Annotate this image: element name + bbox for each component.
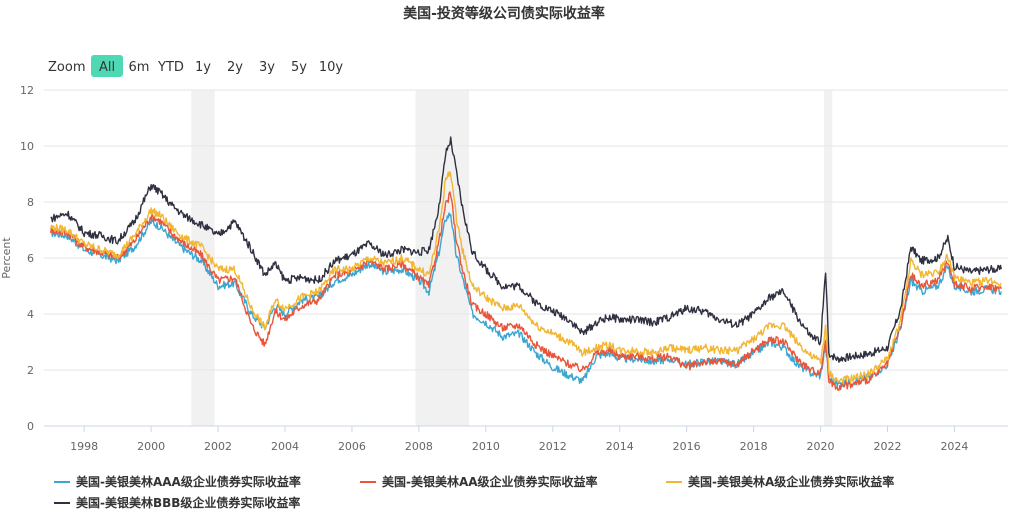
zoom-all-highlight <box>91 55 123 77</box>
x-tick-label: 2020 <box>807 440 835 453</box>
series-line-bbb <box>50 136 1002 363</box>
zoom-5y-button[interactable]: 5y <box>291 60 307 75</box>
y-tick-label: 4 <box>27 308 34 321</box>
x-tick-label: 2022 <box>874 440 902 453</box>
x-tick-label: 2010 <box>472 440 500 453</box>
legend-label-aaa: 美国-美银美林AAA级企业债券实际收益率 <box>76 474 301 489</box>
y-axis-label: Percent <box>0 237 13 279</box>
y-tick-label: 6 <box>27 252 34 265</box>
legend-label-bbb: 美国-美银美林BBB级企业债券实际收益率 <box>76 495 300 510</box>
zoom-10y-button[interactable]: 10y <box>319 60 344 75</box>
x-axis-ticks: 1998 2000 2002 2004 2006 2008 2010 2012 2014 2016… <box>70 426 968 453</box>
x-tick-label: 1998 <box>70 440 98 453</box>
zoom-1y-button[interactable]: 1y <box>195 60 211 75</box>
legend-label-aa: 美国-美银美林AA级企业债券实际收益率 <box>382 474 598 489</box>
legend-item-bbb[interactable]: 美国-美银美林BBB级企业债券实际收益率 <box>54 495 300 510</box>
x-tick-label: 2002 <box>204 440 232 453</box>
x-tick-label: 2016 <box>673 440 701 453</box>
range-selector: Zoom All 6m YTD 1y 2y 3y 5y 10y <box>48 55 343 77</box>
legend-label-a: 美国-美银美林A级企业债券实际收益率 <box>688 474 894 489</box>
zoom-3y-button[interactable]: 3y <box>259 60 275 75</box>
x-tick-label: 2018 <box>740 440 768 453</box>
x-tick-label: 2012 <box>539 440 567 453</box>
series-line-a <box>50 171 1002 385</box>
x-tick-label: 2008 <box>405 440 433 453</box>
zoom-ytd-button[interactable]: YTD <box>157 60 184 75</box>
chart-title: 美国-投资等级公司债实际收益率 <box>403 5 605 22</box>
legend: 美国-美银美林AAA级企业债券实际收益率 美国-美银美林AA级企业债券实际收益率… <box>54 474 894 510</box>
y-tick-label: 8 <box>27 196 34 209</box>
y-tick-label: 12 <box>20 84 34 97</box>
series-line-aa <box>50 191 1002 391</box>
legend-item-aaa[interactable]: 美国-美银美林AAA级企业债券实际收益率 <box>54 474 301 489</box>
y-tick-label: 10 <box>20 140 34 153</box>
x-tick-label: 2000 <box>137 440 165 453</box>
series-lines <box>50 136 1002 391</box>
y-axis-ticks: 0 2 4 6 8 10 12 <box>20 84 34 433</box>
zoom-label: Zoom <box>48 60 85 75</box>
legend-item-aa[interactable]: 美国-美银美林AA级企业债券实际收益率 <box>360 474 598 489</box>
zoom-all-button[interactable]: All <box>99 60 115 75</box>
x-tick-label: 2004 <box>271 440 299 453</box>
legend-item-a[interactable]: 美国-美银美林A级企业债券实际收益率 <box>666 474 894 489</box>
gridlines <box>44 89 1008 371</box>
x-tick-label: 2014 <box>606 440 634 453</box>
y-tick-label: 0 <box>27 420 34 433</box>
zoom-6m-button[interactable]: 6m <box>129 60 150 75</box>
x-tick-label: 2024 <box>940 440 968 453</box>
x-tick-label: 2006 <box>338 440 366 453</box>
y-tick-label: 2 <box>27 364 34 377</box>
zoom-2y-button[interactable]: 2y <box>227 60 243 75</box>
